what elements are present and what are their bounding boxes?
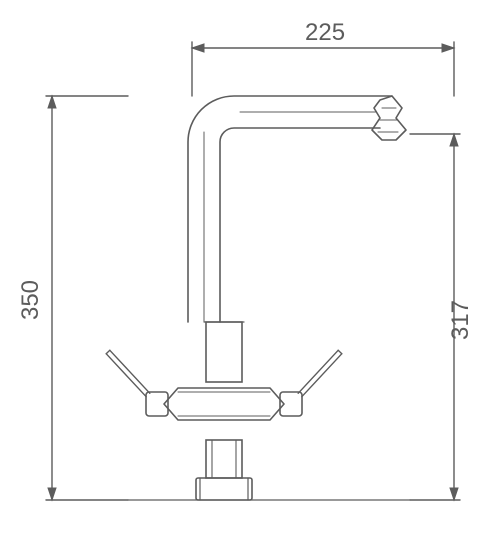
- technical-drawing: { "meta": { "type": "technical-line-draw…: [0, 0, 500, 535]
- dim-left-label: 350: [17, 280, 44, 320]
- faucet: [106, 96, 406, 500]
- drawing-svg: 225 350 317: [0, 0, 500, 535]
- dim-top-label: 225: [305, 19, 345, 46]
- dim-right-label: 317: [447, 300, 474, 340]
